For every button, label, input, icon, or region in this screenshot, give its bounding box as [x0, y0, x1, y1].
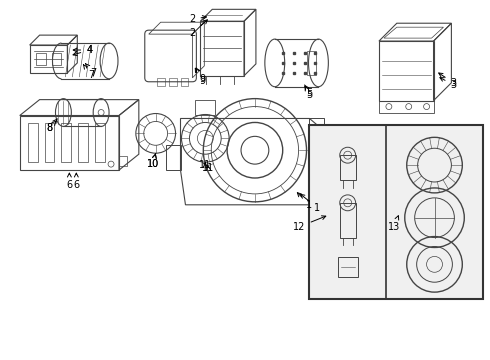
Text: 2: 2: [189, 14, 206, 24]
Text: 11: 11: [199, 160, 211, 170]
Text: 7: 7: [83, 65, 94, 80]
Text: 10: 10: [147, 154, 159, 169]
Text: 6: 6: [66, 173, 73, 190]
Text: 9: 9: [196, 68, 205, 86]
Text: 13: 13: [388, 216, 400, 231]
Text: 9: 9: [196, 68, 205, 84]
Text: 3: 3: [439, 73, 457, 88]
Text: 3: 3: [440, 78, 457, 90]
Text: 4: 4: [73, 45, 92, 55]
Text: 1: 1: [297, 193, 313, 210]
Text: 4: 4: [73, 45, 92, 55]
Text: 1: 1: [300, 194, 320, 213]
Text: 12: 12: [294, 216, 326, 231]
Text: 11: 11: [202, 163, 215, 173]
Text: 10: 10: [147, 154, 159, 169]
Polygon shape: [310, 125, 483, 299]
Text: 2: 2: [189, 20, 207, 38]
Text: 5: 5: [305, 85, 313, 98]
Text: 7: 7: [85, 63, 97, 78]
Text: 8: 8: [47, 121, 56, 134]
Text: 6: 6: [73, 173, 79, 190]
Text: 5: 5: [305, 86, 313, 100]
Text: 8: 8: [47, 119, 57, 134]
